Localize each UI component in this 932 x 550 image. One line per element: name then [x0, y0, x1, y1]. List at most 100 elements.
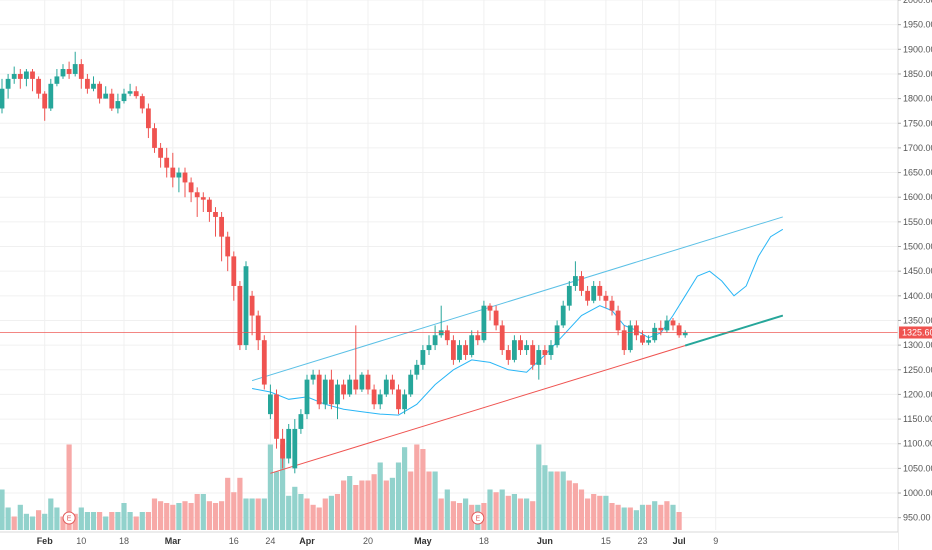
candle[interactable]	[133, 86, 139, 99]
candle[interactable]	[670, 318, 676, 331]
candle[interactable]	[621, 325, 627, 355]
candle[interactable]	[554, 320, 560, 348]
earnings-marker[interactable]: E	[471, 511, 485, 525]
candle[interactable]	[66, 61, 72, 79]
candle[interactable]	[457, 340, 462, 363]
candle[interactable]	[54, 69, 60, 87]
candle[interactable]	[60, 64, 66, 79]
candle[interactable]	[371, 384, 377, 410]
candle[interactable]	[127, 83, 133, 97]
candle[interactable]	[286, 424, 292, 464]
candle[interactable]	[634, 320, 639, 341]
candle[interactable]	[512, 335, 517, 363]
candle[interactable]	[603, 290, 609, 309]
candle[interactable]	[97, 81, 102, 104]
candle[interactable]	[85, 73, 90, 94]
candle[interactable]	[249, 290, 255, 336]
candle[interactable]	[322, 374, 328, 410]
candle[interactable]	[676, 322, 682, 338]
candle[interactable]	[24, 69, 29, 87]
time-axis[interactable]: Feb 10 18 Mar 16 24 Apr 20 May 18 Jun 15 23 Jul 9	[0, 531, 898, 550]
candle[interactable]	[170, 152, 176, 188]
candle[interactable]	[548, 340, 554, 360]
candle[interactable]	[499, 320, 505, 355]
candle[interactable]	[560, 300, 566, 328]
candle[interactable]	[524, 340, 529, 355]
candle[interactable]	[579, 271, 584, 296]
candle[interactable]	[176, 167, 182, 193]
candle[interactable]	[487, 303, 493, 321]
candle[interactable]	[530, 340, 536, 370]
candle[interactable]	[207, 197, 212, 222]
candle[interactable]	[103, 86, 109, 99]
candle[interactable]	[298, 409, 304, 434]
candle[interactable]	[682, 330, 688, 338]
candle[interactable]	[347, 374, 353, 397]
candle[interactable]	[420, 345, 426, 370]
candle[interactable]	[292, 419, 298, 474]
candles-layer[interactable]	[0, 51, 688, 474]
candle[interactable]	[243, 261, 249, 351]
candle[interactable]	[280, 428, 285, 469]
candle[interactable]	[30, 69, 35, 92]
candle[interactable]	[341, 379, 346, 400]
candle[interactable]	[316, 369, 322, 410]
candle[interactable]	[505, 345, 511, 365]
candle[interactable]	[335, 379, 340, 420]
candle[interactable]	[48, 78, 54, 111]
candle[interactable]	[72, 51, 78, 77]
candle[interactable]	[615, 305, 621, 336]
earnings-marker[interactable]: E	[62, 511, 76, 525]
candle[interactable]	[591, 281, 597, 304]
candle[interactable]	[365, 369, 371, 395]
candle[interactable]	[0, 78, 5, 114]
candle[interactable]	[518, 335, 523, 355]
candle[interactable]	[408, 369, 414, 397]
price-axis[interactable]: 950.00 1000.00 1050.00 1100.00 1150.00 1200.0…	[897, 0, 932, 550]
candle[interactable]	[329, 369, 334, 410]
candle[interactable]	[219, 212, 224, 262]
candle[interactable]	[609, 295, 615, 316]
candle[interactable]	[188, 177, 194, 203]
candle[interactable]	[359, 372, 365, 392]
candle[interactable]	[646, 335, 651, 346]
candle[interactable]	[11, 66, 17, 84]
candle[interactable]	[573, 261, 578, 291]
candle[interactable]	[463, 340, 468, 360]
candle[interactable]	[139, 93, 145, 114]
candle[interactable]	[200, 192, 206, 212]
candle[interactable]	[237, 281, 243, 351]
candle[interactable]	[231, 251, 237, 301]
candle[interactable]	[481, 300, 487, 343]
candle[interactable]	[353, 325, 359, 395]
candle[interactable]	[444, 325, 450, 346]
candle[interactable]	[115, 93, 121, 114]
candle[interactable]	[664, 315, 670, 333]
candle[interactable]	[469, 330, 475, 358]
candle[interactable]	[78, 59, 84, 89]
candle[interactable]	[146, 103, 151, 139]
candle[interactable]	[627, 320, 633, 353]
candle[interactable]	[536, 345, 542, 380]
candle[interactable]	[91, 76, 96, 92]
candle[interactable]	[383, 374, 389, 397]
candle[interactable]	[414, 359, 420, 380]
candle[interactable]	[225, 231, 231, 272]
candle[interactable]	[432, 325, 438, 351]
candle[interactable]	[566, 281, 572, 311]
candle[interactable]	[396, 384, 401, 415]
candle[interactable]	[377, 389, 383, 410]
candle[interactable]	[255, 310, 261, 351]
candle[interactable]	[5, 73, 11, 99]
candle[interactable]	[42, 91, 48, 121]
candle[interactable]	[152, 123, 157, 153]
candle[interactable]	[542, 345, 548, 365]
candle[interactable]	[261, 335, 267, 390]
candle[interactable]	[158, 142, 163, 168]
candle[interactable]	[164, 147, 170, 178]
candle[interactable]	[274, 389, 279, 449]
candle[interactable]	[402, 389, 407, 415]
candle[interactable]	[121, 88, 127, 104]
